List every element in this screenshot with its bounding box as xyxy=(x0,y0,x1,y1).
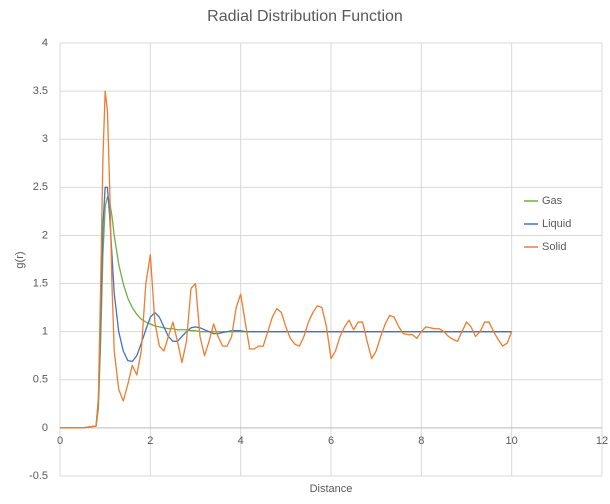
y-axis-label: g(r) xyxy=(14,251,26,268)
series-line xyxy=(60,90,513,429)
x-tick-label: 10 xyxy=(506,435,518,447)
legend-label: Liquid xyxy=(542,218,571,230)
series-line xyxy=(60,186,512,429)
legend-label: Solid xyxy=(542,241,566,253)
y-tick-label: 1.5 xyxy=(33,277,48,289)
x-tick-label: 0 xyxy=(57,435,63,447)
chart-title: Radial Distribution Function xyxy=(207,8,403,25)
y-tick-label: 0.5 xyxy=(33,374,48,386)
y-tick-label: 2 xyxy=(42,229,48,241)
y-tick-label: -0.5 xyxy=(29,470,48,482)
x-tick-label: 8 xyxy=(418,435,424,447)
y-tick-label: 3.5 xyxy=(33,85,48,97)
y-tick-label: 0 xyxy=(42,422,48,434)
legend-label: Gas xyxy=(542,195,563,207)
y-tick-label: 2.5 xyxy=(33,181,48,193)
y-tick-label: 4 xyxy=(42,37,48,49)
y-tick-label: 1 xyxy=(42,326,48,338)
x-axis-label: Distance xyxy=(310,483,353,495)
x-tick-label: 12 xyxy=(596,435,608,447)
x-tick-label: 6 xyxy=(328,435,334,447)
x-tick-label: 4 xyxy=(238,435,244,447)
y-tick-label: 3 xyxy=(42,133,48,145)
x-tick-label: 2 xyxy=(147,435,153,447)
